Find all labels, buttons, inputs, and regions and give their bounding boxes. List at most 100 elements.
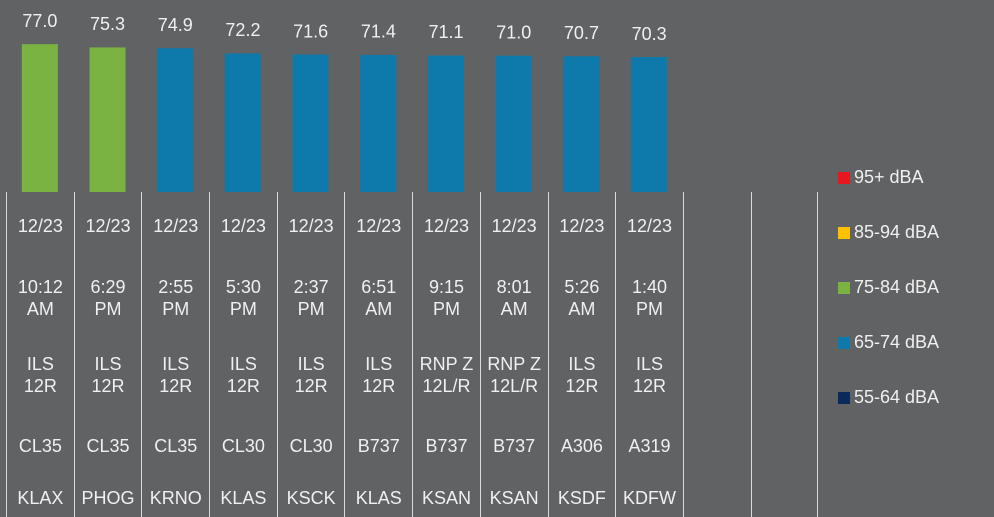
table-cell xyxy=(752,478,818,517)
table-cell xyxy=(752,192,818,260)
table-cell: CL35 xyxy=(18,436,62,456)
table-cell: KSDF xyxy=(557,487,606,508)
bar xyxy=(495,55,532,192)
table-column: 12/23 1:40 PM ILS 12R A319 KDFW xyxy=(615,192,683,517)
value-label: 70.7 xyxy=(564,23,599,43)
table-cell: CL35 xyxy=(86,436,130,456)
table-cell: RNP Z 12L/R xyxy=(419,354,474,396)
table-cell: KSAN xyxy=(489,487,539,508)
table-cell xyxy=(684,414,751,478)
table-column: 12/23 5:30 PM ILS 12R CL30 KLAS xyxy=(209,192,277,517)
table-column xyxy=(682,192,751,517)
table-cell: 5:30 PM xyxy=(225,277,261,319)
table-cell: ILS 12R xyxy=(294,354,328,396)
table-cell: 5:26 AM xyxy=(564,277,600,319)
table-cell: KSCK xyxy=(286,487,336,508)
legend-swatch xyxy=(838,226,850,239)
table-column: 12/23 6:51 AM ILS 12R B737 KLAS xyxy=(344,192,412,517)
table-cell: 6:29 PM xyxy=(90,277,126,319)
legend-label: 95+ dBA xyxy=(854,167,924,187)
bar xyxy=(21,44,58,192)
table-cell: CL35 xyxy=(154,436,198,456)
table-cell: 12/23 xyxy=(17,216,63,236)
bar xyxy=(224,53,261,192)
table-cell: 2:37 PM xyxy=(293,277,329,319)
table-cell: ILS 12R xyxy=(565,354,599,396)
table-column: 12/23 2:55 PM ILS 12R CL35 KRNO xyxy=(141,192,209,517)
table-cell: B737 xyxy=(357,436,400,456)
legend: 95+ dBA 85-94 dBA 75-84 dBA 65-74 dBA 55-64 … xyxy=(838,150,939,425)
table-cell: 12/23 xyxy=(288,216,334,236)
table-column: 12/23 2:37 PM ILS 12R CL30 KSCK xyxy=(276,192,345,517)
table-cell: 12/23 xyxy=(423,216,469,236)
table-column: 12/23 6:29 PM ILS 12R CL35 PHOG xyxy=(73,192,142,517)
bar xyxy=(157,48,194,192)
table-cell: 12/23 xyxy=(153,216,199,236)
table-cell: 6:51 AM xyxy=(361,277,397,319)
table-column: 12/23 9:15 PM RNP Z 12L/R B737 KSAN xyxy=(412,192,480,517)
value-label: 72.2 xyxy=(225,20,260,40)
table-column: 12/23 8:01 AM RNP Z 12L/R B737 KSAN xyxy=(479,192,548,517)
bar xyxy=(292,54,329,192)
legend-label: 75-84 dBA xyxy=(854,277,940,297)
legend-swatch xyxy=(838,281,850,294)
bar xyxy=(563,56,600,192)
legend-label: 55-64 dBA xyxy=(854,387,940,407)
table-cell: 12/23 xyxy=(85,216,131,236)
table-column xyxy=(750,192,819,517)
table-cell xyxy=(684,260,751,336)
table-cell xyxy=(684,192,751,260)
legend-item: 75-84 dBA xyxy=(838,260,939,315)
table-cell: B737 xyxy=(425,436,468,456)
table-cell: ILS 12R xyxy=(23,354,57,396)
value-label: 71.6 xyxy=(293,21,328,41)
table-cell: A306 xyxy=(560,436,603,456)
table-column: 12/23 10:12 AM ILS 12R CL35 KLAX xyxy=(6,192,74,517)
legend-item: 95+ dBA xyxy=(838,150,939,205)
value-label: 71.1 xyxy=(429,22,464,42)
value-label: 71.0 xyxy=(496,22,531,42)
legend-item: 65-74 dBA xyxy=(838,315,939,370)
table-cell: 12/23 xyxy=(627,216,673,236)
table-cell: 8:01 AM xyxy=(496,277,532,319)
bar xyxy=(428,55,465,192)
legend-swatch xyxy=(838,171,850,184)
table-cell: ILS 12R xyxy=(633,354,667,396)
legend-swatch xyxy=(838,336,850,349)
bar xyxy=(360,54,397,192)
table-cell xyxy=(752,414,818,478)
table-cell xyxy=(684,478,751,517)
bar xyxy=(89,47,126,192)
table-cell: KRNO xyxy=(149,487,202,508)
legend-swatch xyxy=(838,391,850,404)
table-cell xyxy=(752,336,818,414)
legend-label: 85-94 dBA xyxy=(854,222,940,242)
table-cell: B737 xyxy=(493,436,536,456)
plot: 77.0 75.3 74.9 72.2 71.6 71.4 71.1 71.0 70.7 70.3 xyxy=(21,11,668,192)
value-label: 75.3 xyxy=(90,14,125,34)
table-cell: 9:15 PM xyxy=(428,277,464,319)
table-cell: 12/23 xyxy=(559,216,605,236)
table-cell: 12/23 xyxy=(356,216,402,236)
value-label: 74.9 xyxy=(158,15,193,35)
data-table: 12/23 10:12 AM ILS 12R CL35 KLAX 12/23 6:29 PM… xyxy=(6,192,819,517)
table-cell: CL30 xyxy=(289,436,333,456)
table-cell xyxy=(684,336,751,414)
table-cell: 2:55 PM xyxy=(158,277,194,319)
legend-item: 85-94 dBA xyxy=(838,205,939,260)
table-cell: 12/23 xyxy=(491,216,537,236)
table-cell: 1:40 PM xyxy=(632,277,668,319)
table-cell: 12/23 xyxy=(220,216,266,236)
table-cell: KLAS xyxy=(220,487,267,508)
table-cell: KSAN xyxy=(421,487,471,508)
table-cell: A319 xyxy=(628,436,671,456)
table-cell: ILS 12R xyxy=(226,354,260,396)
table-cell: PHOG xyxy=(81,487,135,508)
table-cell: ILS 12R xyxy=(159,354,193,396)
legend-label: 65-74 dBA xyxy=(854,332,940,352)
value-label: 71.4 xyxy=(361,22,396,42)
table-cell: KLAX xyxy=(17,487,64,508)
table-cell xyxy=(752,260,818,336)
legend-item: 55-64 dBA xyxy=(838,370,939,425)
